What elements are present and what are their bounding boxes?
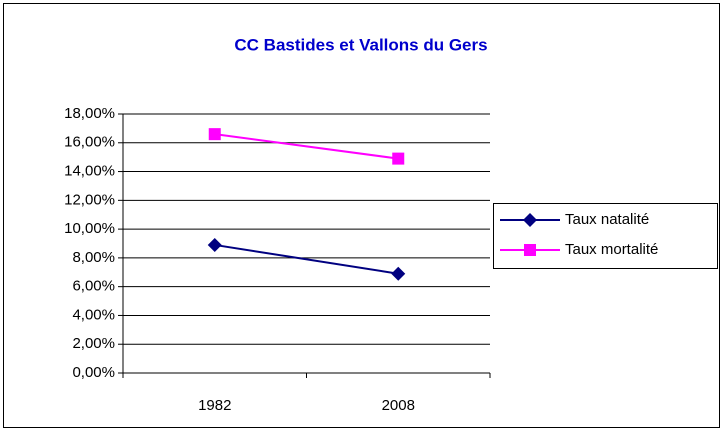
legend-label: Taux natalité — [565, 211, 649, 228]
y-tick-label: 14,00% — [64, 163, 115, 180]
series-line — [214, 243, 399, 275]
y-tick-label: 0,00% — [72, 364, 115, 381]
point — [392, 152, 405, 165]
y-tick-label: 10,00% — [64, 220, 115, 237]
y-tick-label: 18,00% — [64, 105, 115, 122]
x-tick-label: 1982 — [198, 397, 231, 414]
y-tick-label: 4,00% — [72, 306, 115, 323]
y-tick-label: 6,00% — [72, 278, 115, 295]
legend-marker — [524, 244, 536, 256]
point — [207, 237, 222, 252]
chart-title: CC Bastides et Vallons du Gers — [234, 35, 487, 54]
x-tick-label: 2008 — [382, 397, 415, 414]
y-tick-label: 8,00% — [72, 249, 115, 266]
point — [391, 266, 406, 281]
point — [208, 128, 221, 141]
legend-marker — [523, 213, 537, 227]
legend-label: Taux mortalité — [565, 241, 658, 258]
series-line — [214, 133, 399, 160]
y-tick-label: 12,00% — [64, 191, 115, 208]
y-tick-label: 16,00% — [64, 134, 115, 151]
y-tick-label: 2,00% — [72, 335, 115, 352]
